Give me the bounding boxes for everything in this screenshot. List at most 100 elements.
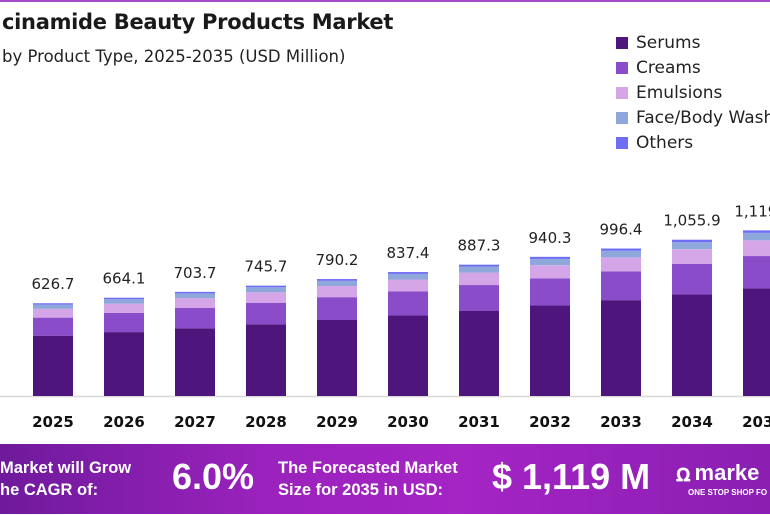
bar-segment-face-body-wash bbox=[743, 232, 770, 241]
stacked-bar-chart: 626.7 2025 664.1 2026 703.7 2027 745.7 2028 790.… bbox=[0, 202, 770, 431]
legend-swatch bbox=[616, 61, 628, 74]
forecast-caption-line1: The Forecasted Market bbox=[278, 459, 458, 477]
data-label: 664.1 bbox=[103, 270, 146, 288]
legend-item: Serums bbox=[616, 30, 770, 55]
bar-segment-serums bbox=[104, 332, 144, 396]
bar-segment-others bbox=[743, 230, 770, 233]
bar-segment-creams bbox=[388, 291, 428, 316]
bar-segment-others bbox=[459, 264, 499, 267]
x-tick-label: 2033 bbox=[600, 413, 642, 431]
bar-segment-emulsions bbox=[459, 272, 499, 286]
cagr-caption-line1: Market will Grow bbox=[0, 459, 132, 477]
bar-segment-face-body-wash bbox=[388, 273, 428, 280]
brand-logo-icon: ꭥ bbox=[676, 460, 691, 487]
bar-segment-serums bbox=[317, 319, 357, 396]
legend-label: Creams bbox=[636, 57, 701, 78]
brand-logo-name: marke bbox=[694, 459, 760, 485]
bar-segment-creams bbox=[33, 317, 73, 336]
bar-segment-face-body-wash bbox=[317, 280, 357, 287]
legend-swatch bbox=[616, 86, 628, 99]
data-label: 996.4 bbox=[600, 221, 643, 239]
bar-segment-emulsions bbox=[530, 265, 570, 279]
bar-segment-others bbox=[317, 279, 357, 281]
bar-segment-emulsions bbox=[388, 279, 428, 292]
cagr-caption-line2: he CAGR of: bbox=[0, 481, 99, 499]
data-label: 790.2 bbox=[316, 251, 359, 269]
bar-segment-face-body-wash bbox=[530, 258, 570, 266]
bar-segment-emulsions bbox=[317, 286, 357, 298]
bar-segment-creams bbox=[459, 285, 499, 311]
bar-segment-others bbox=[175, 291, 215, 294]
cagr-value: 6.0% bbox=[172, 456, 255, 497]
data-label: 1,055.9 bbox=[663, 212, 720, 230]
forecast-caption: The Forecasted Market Size for 2035 in U… bbox=[278, 457, 458, 501]
bar-segment-serums bbox=[672, 294, 712, 396]
bar-segment-others bbox=[601, 248, 641, 251]
bar-segment-others bbox=[246, 285, 286, 288]
cagr-caption: Market will Grow he CAGR of: bbox=[0, 457, 131, 501]
bar-segment-others bbox=[388, 272, 428, 274]
x-tick-label: 2035 bbox=[742, 413, 770, 431]
data-label: 837.4 bbox=[387, 244, 430, 262]
x-tick-label: 2030 bbox=[387, 413, 429, 431]
bar-segment-serums bbox=[601, 300, 641, 396]
forecast-caption-line2: Size for 2035 in USD: bbox=[278, 481, 444, 499]
bar-segment-creams bbox=[317, 297, 357, 320]
legend-label: Others bbox=[636, 132, 694, 153]
bar-segment-creams bbox=[246, 302, 286, 325]
data-label: 745.7 bbox=[245, 258, 288, 276]
bar-segment-emulsions bbox=[175, 298, 215, 308]
x-tick-label: 2031 bbox=[458, 413, 500, 431]
legend-item: Face/Body Wash bbox=[616, 105, 770, 130]
legend-label: Emulsions bbox=[636, 82, 723, 103]
bar-segment-others bbox=[104, 297, 144, 300]
x-tick-label: 2034 bbox=[671, 413, 713, 431]
bar-segment-face-body-wash bbox=[672, 242, 712, 250]
bar-segment-serums bbox=[388, 315, 428, 396]
bar-segment-face-body-wash bbox=[601, 250, 641, 258]
data-label: 626.7 bbox=[32, 275, 75, 293]
bar-segment-others bbox=[33, 303, 73, 305]
bar-segment-emulsions bbox=[601, 257, 641, 272]
bar-segment-face-body-wash bbox=[459, 266, 499, 273]
forecast-value: $ 1,119 M bbox=[492, 456, 651, 497]
bar-segment-emulsions bbox=[743, 240, 770, 257]
x-tick-label: 2032 bbox=[529, 413, 571, 431]
data-label: 1,119.0 bbox=[734, 202, 770, 220]
bar-segment-serums bbox=[175, 328, 215, 396]
data-label: 940.3 bbox=[529, 229, 572, 247]
x-tick-label: 2026 bbox=[103, 413, 145, 431]
bar-segment-face-body-wash bbox=[246, 287, 286, 293]
x-tick-label: 2029 bbox=[316, 413, 358, 431]
chart-title: cinamide Beauty Products Market bbox=[2, 10, 394, 34]
bar-segment-creams bbox=[601, 271, 641, 301]
data-label: 703.7 bbox=[174, 264, 217, 282]
bar-segment-emulsions bbox=[246, 292, 286, 303]
bar-segment-creams bbox=[743, 256, 770, 289]
legend-item: Creams bbox=[616, 55, 770, 80]
data-label: 887.3 bbox=[458, 237, 501, 255]
chart-subtitle: by Product Type, 2025-2035 (USD Million) bbox=[2, 47, 346, 66]
bar-segment-creams bbox=[672, 263, 712, 295]
legend-label: Face/Body Wash bbox=[636, 107, 770, 128]
legend-swatch bbox=[616, 111, 628, 124]
bar-segment-face-body-wash bbox=[33, 304, 73, 309]
legend-item: Others bbox=[616, 130, 770, 155]
bar-segment-serums bbox=[743, 288, 770, 396]
bar-segment-serums bbox=[246, 324, 286, 396]
x-tick-label: 2025 bbox=[32, 413, 74, 431]
bar-segment-creams bbox=[175, 307, 215, 329]
x-tick-label: 2027 bbox=[174, 413, 216, 431]
bar-segment-serums bbox=[33, 335, 73, 396]
legend-swatch bbox=[616, 136, 628, 149]
bar-segment-emulsions bbox=[104, 303, 144, 313]
bar-segment-others bbox=[530, 256, 570, 259]
x-tick-label: 2028 bbox=[245, 413, 287, 431]
bar-segment-emulsions bbox=[33, 308, 73, 318]
bar-segment-face-body-wash bbox=[104, 299, 144, 304]
legend: Serums Creams Emulsions Face/Body Wash Other… bbox=[616, 30, 770, 155]
bar-segment-creams bbox=[530, 278, 570, 306]
bar-segment-others bbox=[672, 239, 712, 243]
legend-label: Serums bbox=[636, 32, 701, 53]
brand-logo: ꭥ marke ONE STOP SHOP FO bbox=[676, 456, 770, 506]
